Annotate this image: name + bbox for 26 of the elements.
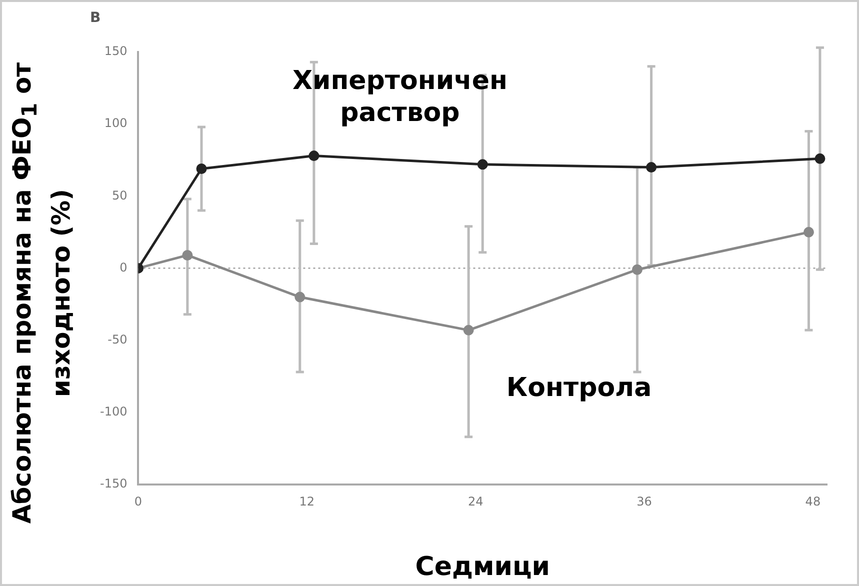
x-tick-label: 24 xyxy=(468,494,484,509)
y-tick-label: 50 xyxy=(112,188,128,202)
x-tick-label: 0 xyxy=(134,494,142,509)
y-tick-label: -50 xyxy=(108,332,128,346)
x-tick-label: 36 xyxy=(636,494,652,509)
point xyxy=(294,292,306,302)
point xyxy=(646,162,657,173)
series-label: Хипертоничен раствор xyxy=(292,66,508,128)
y-tick-label: 100 xyxy=(104,116,128,130)
point xyxy=(632,264,642,275)
point xyxy=(463,324,474,336)
point xyxy=(477,159,488,170)
text: Контрола xyxy=(506,373,652,404)
point xyxy=(814,153,826,164)
x-tick-label: 48 xyxy=(805,494,821,509)
point xyxy=(196,164,207,174)
y-tick-label: -150 xyxy=(100,476,128,491)
point xyxy=(182,250,193,260)
point xyxy=(803,226,814,238)
y-tick-label: 0 xyxy=(120,260,128,274)
text: B xyxy=(90,10,101,26)
y-tick-label: -100 xyxy=(100,404,128,418)
y-tick-label: 150 xyxy=(104,44,128,58)
x-axis-title: Седмици xyxy=(415,552,550,582)
x-tick-label: 12 xyxy=(299,494,315,509)
point xyxy=(308,150,320,162)
